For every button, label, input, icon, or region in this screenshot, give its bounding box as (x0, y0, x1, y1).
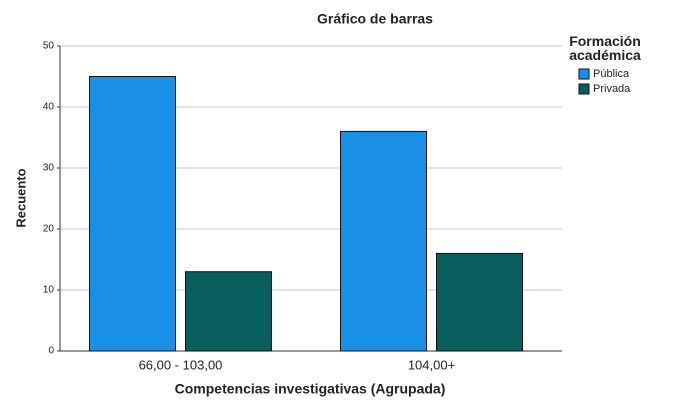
x-axis-label: Competencias investigativas (Agrupada) (175, 381, 446, 397)
y-tick-label: 30 (43, 163, 55, 174)
y-tick-label: 40 (43, 102, 55, 113)
bar (186, 272, 272, 351)
chart-title: Gráfico de barras (317, 11, 433, 27)
bar (341, 131, 427, 351)
legend-label: Privada (593, 83, 631, 95)
y-tick-label: 20 (43, 224, 55, 235)
legend-swatch (579, 69, 589, 79)
legend-title: Formación académica (562, 34, 648, 62)
y-tick-label: 0 (48, 346, 54, 357)
bar (437, 253, 523, 351)
legend-swatch (579, 84, 589, 94)
y-tick-label: 10 (43, 285, 55, 296)
y-tick-label: 50 (43, 41, 55, 52)
x-tick-label: 66,00 - 103,00 (139, 357, 223, 372)
y-axis-label: Recuento (13, 168, 28, 227)
x-tick-label: 104,00+ (408, 357, 455, 372)
page: Gráfico de barras Competencias investiga… (0, 0, 683, 409)
legend-label: Pública (593, 68, 630, 80)
bar (90, 77, 176, 352)
